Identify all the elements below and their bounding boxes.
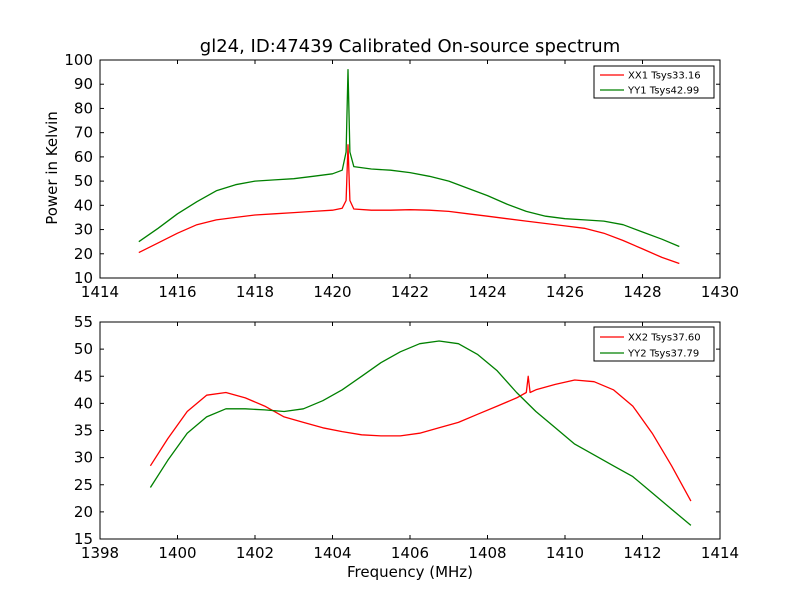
top-y-tick-label: 10 <box>74 269 93 287</box>
bottom-y-tick-label: 50 <box>74 340 93 358</box>
bottom-series-line-0 <box>149 375 692 502</box>
bottom-x-tick-label: 1412 <box>623 544 661 562</box>
bottom-x-tick-label: 1406 <box>391 544 429 562</box>
bottom-x-tick-label: 1402 <box>236 544 274 562</box>
top-x-tick-label: 1414 <box>81 283 119 301</box>
top-y-tick-label: 20 <box>74 245 93 263</box>
top-panel: gl24, ID:47439 Calibrated On-source spec… <box>43 36 739 301</box>
top-ticks: 1414 1416 1418 1420 1422 1424 1426 1428 1430 10 20… <box>64 51 739 301</box>
top-x-tick-label: 1424 <box>468 283 506 301</box>
bottom-y-tick-label: 45 <box>74 367 93 385</box>
top-chart-title: gl24, ID:47439 Calibrated On-source spec… <box>200 36 620 57</box>
top-y-tick-label: 80 <box>74 99 93 117</box>
bottom-y-tick-label: 55 <box>74 313 93 331</box>
bottom-legend-box <box>593 326 715 362</box>
bottom-legend: XX2 Tsys37.60 YY2 Tsys37.79 <box>593 326 715 362</box>
top-y-tick-label: 90 <box>74 75 93 93</box>
bottom-y-tick-label: 35 <box>74 422 93 440</box>
top-y-tick-label: 100 <box>64 51 93 69</box>
bottom-series-line-1 <box>149 340 692 526</box>
bottom-y-tick-label: 20 <box>74 503 93 521</box>
top-lines <box>138 69 680 265</box>
bottom-y-tick-label: 15 <box>74 530 93 548</box>
bottom-legend-label-xx2: XX2 Tsys37.60 <box>628 333 701 344</box>
bottom-x-tick-label: 1398 <box>81 544 119 562</box>
bottom-y-tick-label: 40 <box>74 394 93 412</box>
bottom-lines <box>149 340 692 526</box>
bottom-x-tick-label: 1410 <box>546 544 584 562</box>
top-plot-frame <box>99 59 721 279</box>
bottom-ticks: 1398 1400 1402 1404 1406 1408 1410 1412 1414 15 20… <box>74 313 739 562</box>
top-y-tick-label: 30 <box>74 221 93 239</box>
top-y-tick-label: 50 <box>74 172 93 190</box>
top-y-axis-label: Power in Kelvin <box>43 111 61 225</box>
top-x-tick-label: 1426 <box>546 283 584 301</box>
top-x-tick-label: 1428 <box>623 283 661 301</box>
bottom-legend-label-yy2: YY2 Tsys37.79 <box>627 349 699 360</box>
top-series-line-0 <box>138 144 680 265</box>
bottom-x-axis-label: Frequency (MHz) <box>347 563 473 581</box>
bottom-plot-frame <box>99 321 721 540</box>
bottom-x-tick-label: 1414 <box>701 544 739 562</box>
top-x-tick-label: 1416 <box>158 283 196 301</box>
bottom-y-tick-label: 25 <box>74 476 93 494</box>
top-x-tick-label: 1420 <box>313 283 351 301</box>
top-x-tick-label: 1422 <box>391 283 429 301</box>
top-legend: XX1 Tsys33.16 YY1 Tsys42.99 <box>593 65 715 99</box>
bottom-x-tick-label: 1408 <box>468 544 506 562</box>
top-series-line-1 <box>138 69 680 248</box>
top-x-tick-label: 1430 <box>701 283 739 301</box>
bottom-x-tick-label: 1404 <box>313 544 351 562</box>
bottom-y-tick-label: 30 <box>74 449 93 467</box>
top-x-tick-label: 1418 <box>236 283 274 301</box>
top-y-tick-label: 70 <box>74 124 93 142</box>
top-y-tick-label: 40 <box>74 196 93 214</box>
top-legend-label-yy1: YY1 Tsys42.99 <box>627 86 699 97</box>
top-y-tick-label: 60 <box>74 148 93 166</box>
bottom-panel: Frequency (MHz) 1398 1400 1402 1404 1406 1408… <box>74 313 739 581</box>
top-legend-box <box>593 65 715 99</box>
bottom-x-tick-label: 1400 <box>158 544 196 562</box>
top-legend-label-xx1: XX1 Tsys33.16 <box>628 71 701 82</box>
